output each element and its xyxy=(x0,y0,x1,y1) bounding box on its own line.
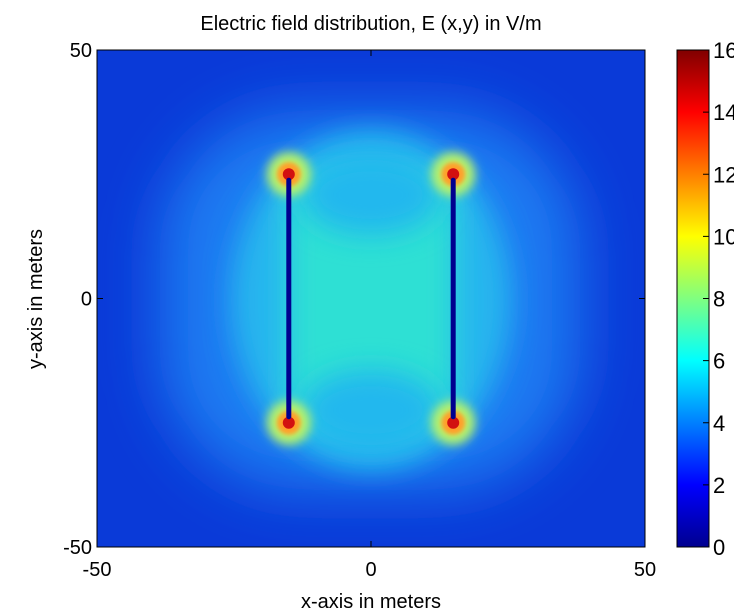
y-axis-label: y-axis in meters xyxy=(25,229,47,369)
x-tick-label: -50 xyxy=(83,559,112,581)
colorbar-tick-label: 6 xyxy=(713,349,725,374)
colorbar-tick-label: 4 xyxy=(713,411,725,436)
chart-title: Electric field distribution, E (x,y) in … xyxy=(200,13,541,35)
y-tick-label: -50 xyxy=(63,537,92,559)
colorbar-tick-label: 8 xyxy=(713,287,725,312)
between-plates-region xyxy=(288,175,454,425)
y-tick-label: 50 xyxy=(70,40,92,62)
x-axis-label: x-axis in meters xyxy=(301,591,441,613)
pinch-bottom xyxy=(301,370,441,450)
field-heatmap xyxy=(97,50,645,547)
y-tick-label: 0 xyxy=(81,289,92,311)
y-axis-ticks: 50 0 -50 xyxy=(63,40,645,559)
colorbar-ticks: 16 14 12 10 8 6 4 2 0 xyxy=(703,38,734,560)
colorbar-tick-label: 2 xyxy=(713,473,725,498)
colorbar-tick-label: 16 xyxy=(713,38,734,63)
colorbar-tick-label: 10 xyxy=(713,224,734,249)
x-axis-ticks: -50 0 50 xyxy=(83,50,656,581)
colorbar-tick-label: 14 xyxy=(713,100,734,125)
plates xyxy=(282,168,460,429)
colorbar-tick-label: 0 xyxy=(713,535,725,560)
x-tick-label: 50 xyxy=(634,559,656,581)
pinch-top xyxy=(301,155,441,235)
colorbar-tick-label: 12 xyxy=(713,162,734,187)
x-tick-label: 0 xyxy=(365,559,376,581)
